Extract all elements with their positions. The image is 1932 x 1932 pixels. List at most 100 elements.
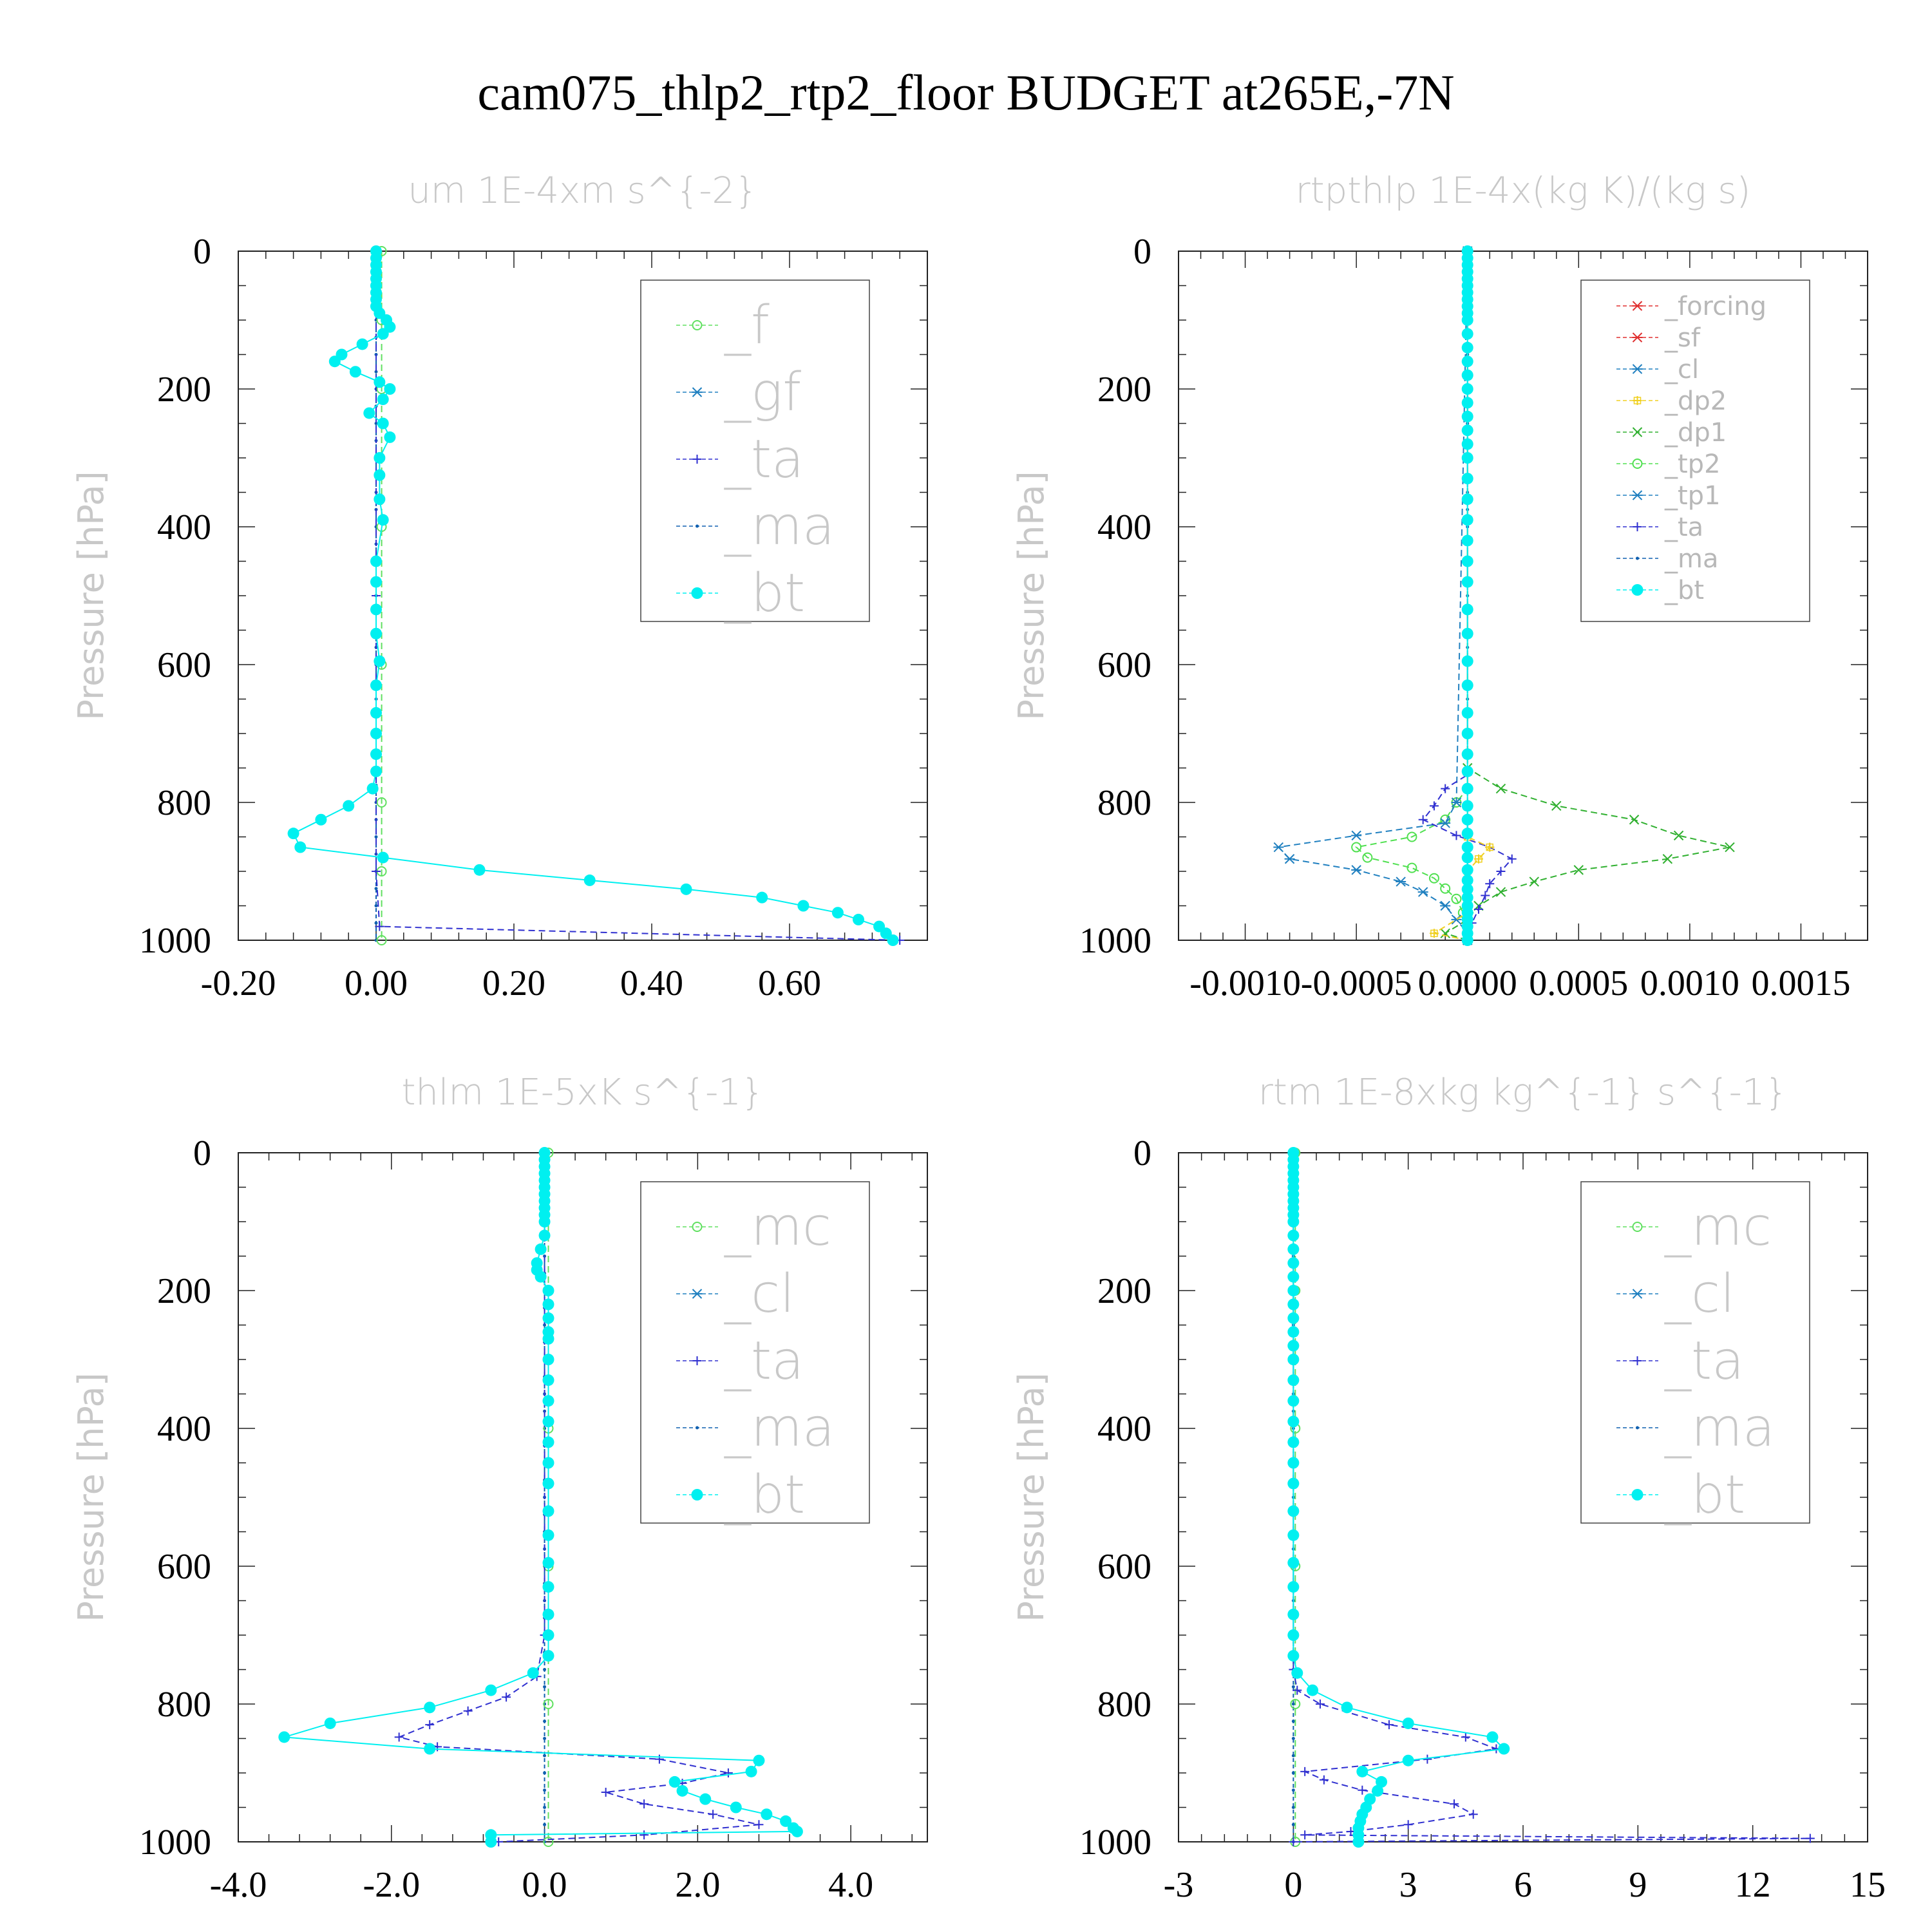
point-f <box>376 797 387 808</box>
point-ma <box>1291 1702 1295 1706</box>
point-bt <box>542 1650 554 1662</box>
point-ma <box>1291 1737 1295 1740</box>
point-ta <box>1300 1830 1310 1840</box>
y-tick-label: 600 <box>1097 645 1151 685</box>
point-ta <box>1473 904 1483 914</box>
point-bt <box>384 431 396 443</box>
point-bt <box>377 328 389 340</box>
x-tick-label: 9 <box>1629 1865 1647 1905</box>
point-bt <box>1461 438 1473 450</box>
legend-label: _ta <box>1664 1331 1744 1392</box>
point-ma <box>543 1806 547 1809</box>
y-tick-label: 600 <box>157 645 211 685</box>
point-bt <box>1341 1701 1353 1714</box>
point-bt <box>370 679 382 692</box>
point-bt <box>377 851 389 864</box>
point-ta <box>692 1356 702 1365</box>
x-tick-label: 0.0010 <box>1640 963 1739 1003</box>
legend-label: _tp1 <box>1664 481 1721 511</box>
point-tp2 <box>1451 893 1462 904</box>
x-tick-label: 0.0 <box>522 1865 567 1905</box>
y-axis-label: Pressure [hPa] <box>1011 471 1052 720</box>
point-bt <box>542 1629 554 1641</box>
point-bt <box>583 874 596 886</box>
series-line-tp1 <box>1277 251 1468 940</box>
point-bt <box>1461 314 1473 326</box>
point-bt <box>542 1436 554 1448</box>
point-bt <box>1287 1243 1300 1255</box>
point-ta <box>1403 1820 1413 1830</box>
point-bt <box>780 1815 792 1827</box>
point-bt <box>370 576 382 588</box>
point-bt <box>1461 383 1473 395</box>
point-ta <box>1507 854 1517 864</box>
point-bt <box>676 1785 688 1797</box>
point-tp1 <box>1273 842 1284 853</box>
point-gf <box>692 387 703 397</box>
point-tp1 <box>1417 887 1428 897</box>
legend-label: _forcing <box>1664 292 1766 321</box>
point-ta <box>692 455 702 464</box>
point-bt <box>668 1776 681 1788</box>
point-dp2 <box>1475 855 1482 863</box>
point-ma <box>543 1754 547 1757</box>
point-ta <box>1805 1833 1815 1843</box>
point-bt <box>1461 828 1473 840</box>
point-bt <box>542 1416 554 1428</box>
point-ma <box>543 1668 547 1671</box>
point-ta <box>372 867 381 876</box>
point-tp1 <box>1451 797 1462 808</box>
point-bt <box>1461 748 1473 761</box>
point-tp1 <box>1284 854 1295 864</box>
point-bt <box>287 828 299 840</box>
point-bt <box>680 883 692 895</box>
point-ma <box>1636 1426 1639 1430</box>
point-bt <box>1461 813 1473 826</box>
legend-label: _bt <box>724 563 805 624</box>
point-bt <box>1461 627 1473 639</box>
point-bt <box>1402 1754 1414 1766</box>
point-ta <box>1293 1685 1302 1695</box>
point-dp2 <box>1430 929 1438 938</box>
point-forcing <box>1632 301 1643 311</box>
point-bt <box>1461 473 1473 485</box>
point-bt <box>1461 328 1473 340</box>
point-ma <box>1291 1823 1295 1826</box>
point-ta <box>394 1732 404 1742</box>
point-bt <box>1287 1326 1300 1338</box>
point-ma <box>696 524 699 528</box>
point-bt <box>542 1505 554 1517</box>
point-ta <box>1481 891 1490 900</box>
point-bt <box>473 864 486 876</box>
point-bt <box>1287 1581 1300 1593</box>
point-ma <box>543 1737 547 1740</box>
y-tick-label: 0 <box>193 1133 211 1173</box>
point-bt <box>1498 1743 1510 1755</box>
point-bt <box>1461 728 1473 739</box>
point-bt <box>1372 1785 1384 1797</box>
point-ma <box>374 835 378 838</box>
point-mc <box>1632 1222 1643 1232</box>
point-dp1 <box>1632 427 1643 437</box>
point-bt <box>1287 1340 1300 1352</box>
point-tp1 <box>1440 818 1451 828</box>
point-ma <box>1291 1788 1295 1792</box>
point-cl <box>692 1289 703 1299</box>
x-tick-label: 2.0 <box>675 1865 720 1905</box>
point-bt <box>370 627 382 639</box>
point-mc <box>692 1222 703 1232</box>
point-ta <box>1315 1700 1325 1709</box>
point-bt <box>791 1825 803 1837</box>
point-bt <box>1287 1354 1300 1365</box>
point-bt <box>1287 1416 1300 1428</box>
point-bt <box>535 1271 547 1283</box>
point-ta <box>654 1754 664 1764</box>
legend-label: _dp1 <box>1664 418 1727 448</box>
point-ta <box>1633 1356 1642 1365</box>
x-tick-label: 3 <box>1399 1865 1417 1905</box>
y-tick-label: 800 <box>1097 783 1151 823</box>
point-bt <box>538 1229 551 1242</box>
point-dp1 <box>1440 928 1450 939</box>
series-line-ta <box>397 1153 759 1842</box>
point-bt <box>370 748 382 761</box>
